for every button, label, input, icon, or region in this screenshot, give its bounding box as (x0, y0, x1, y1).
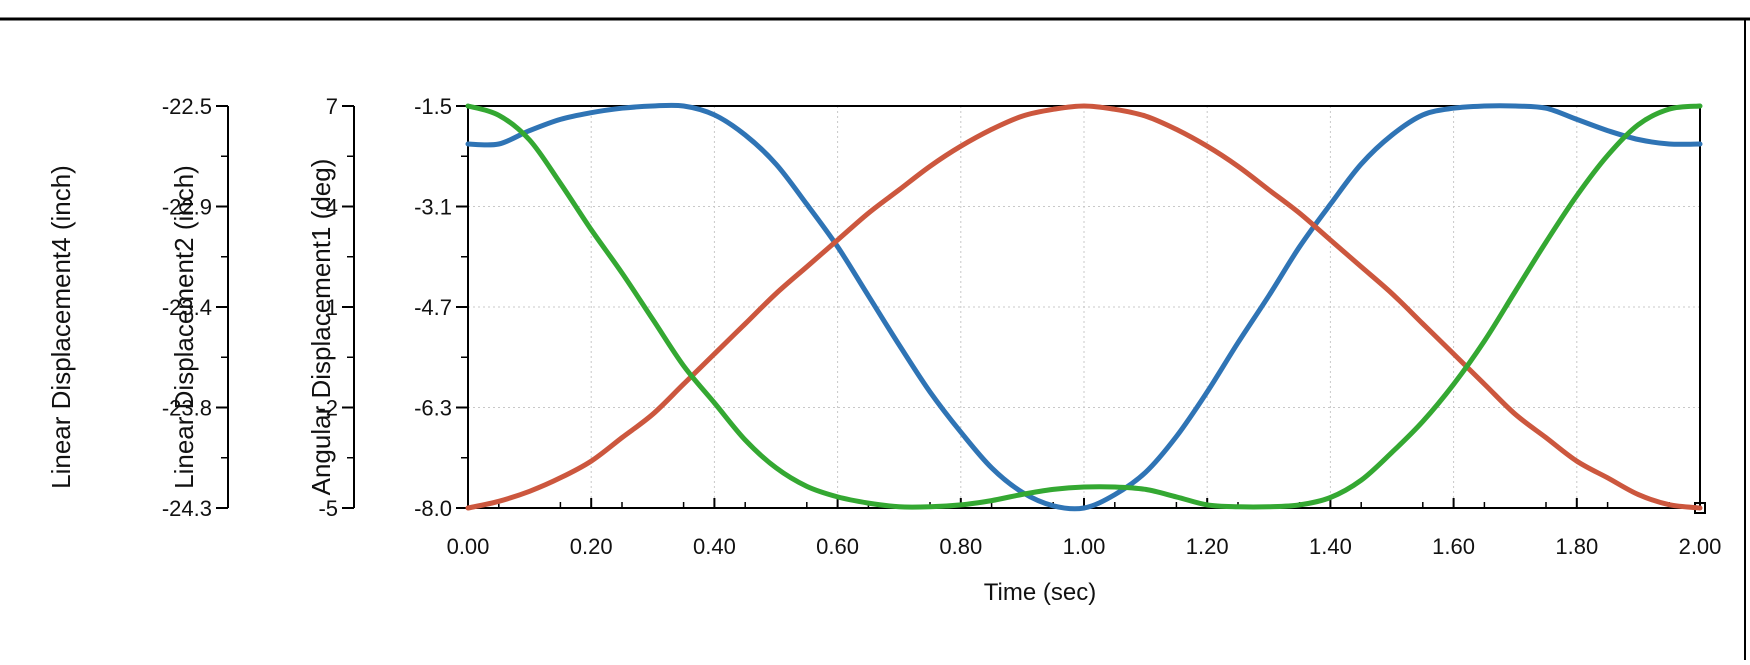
x-axis-title: Time (sec) (984, 579, 1096, 606)
y-tick-label: -4.7 (414, 295, 452, 320)
y-tick-label: 1 (326, 295, 338, 320)
y-tick-label: -22.9 (162, 195, 212, 220)
y-axis-title-2: Linear Displacement2 (inch) (169, 165, 199, 489)
x-tick-label: 0.40 (693, 534, 736, 559)
y-tick-label: -23.4 (162, 295, 212, 320)
x-tick-label: 1.60 (1432, 534, 1475, 559)
y-axis-title-3: Angular Displacement1 (deg) (306, 159, 336, 496)
y-tick-label: -2 (318, 396, 338, 421)
y-tick-label: -24.3 (162, 496, 212, 521)
x-tick-label: 0.60 (816, 534, 859, 559)
x-tick-label: 2.00 (1679, 534, 1722, 559)
y-tick-label: -22.5 (162, 94, 212, 119)
y-tick-label: -8.0 (414, 496, 452, 521)
grid (468, 106, 1700, 508)
y-tick-label: -6.3 (414, 396, 452, 421)
x-tick-label: 1.20 (1186, 534, 1229, 559)
x-tick-label: 1.00 (1063, 534, 1106, 559)
x-axis: 0.00 0.20 0.40 0.60 0.80 1.00 1.20 1.40 1.60 1.80… (447, 498, 1722, 559)
series-line-3 (465, 103, 1703, 510)
y-tick-label: 7 (326, 94, 338, 119)
y-tick-label: -23.8 (162, 396, 212, 421)
y-tick-label: 4 (326, 195, 338, 220)
y-tick-label: -5 (318, 496, 338, 521)
x-tick-label: 0.20 (570, 534, 613, 559)
y-axis-title-1: Linear Displacement4 (inch) (46, 165, 76, 489)
x-tick-label: 0.00 (447, 534, 490, 559)
series-line-2 (465, 103, 1703, 511)
y-tick-label: -3.1 (414, 195, 452, 220)
x-tick-label: 1.80 (1555, 534, 1598, 559)
series-group (465, 102, 1703, 512)
series-line-1 (465, 102, 1703, 512)
x-tick-label: 1.40 (1309, 534, 1352, 559)
y-tick-label: -1.5 (414, 94, 452, 119)
x-tick-label: 0.80 (939, 534, 982, 559)
y-axes: -22.5 -22.9 -23.4 -23.8 -24.3 Linear Displace… (46, 94, 469, 521)
